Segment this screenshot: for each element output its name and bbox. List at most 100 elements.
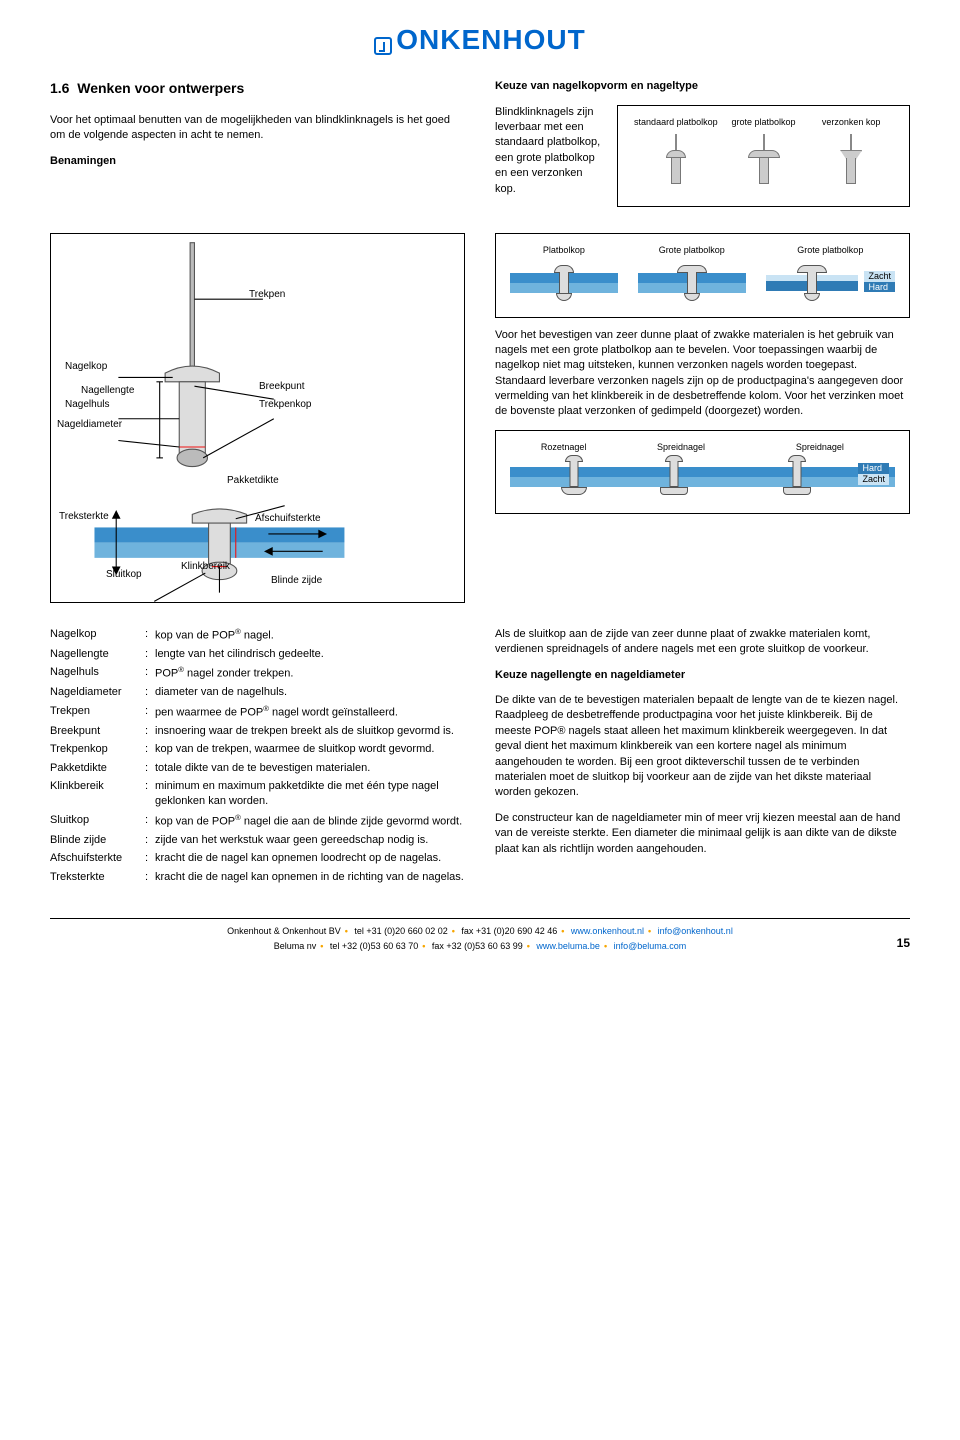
sub-heading-benamingen: Benamingen bbox=[50, 154, 465, 169]
pcell-spreid2: Spreidnagel bbox=[745, 441, 895, 454]
definition-desc: insnoering waar de trekpen breekt als de… bbox=[155, 724, 465, 739]
right-col-mid: Platbolkop Grote platbolkop Grote platbo… bbox=[495, 223, 910, 613]
footer-company-2: Beluma nv bbox=[274, 941, 317, 951]
lbl-breekpunt: Breekpunt bbox=[259, 380, 305, 394]
spread-hard: Hard bbox=[858, 463, 889, 474]
definition-row: Treksterkte:kracht die de nagel kan opne… bbox=[50, 870, 465, 885]
rivet-type-large: grote platbolkop bbox=[720, 116, 808, 190]
plate-platbolkop-icon bbox=[510, 263, 618, 307]
plate-grote2-icon bbox=[766, 263, 859, 307]
lbl-groteplatbolkop2: Grote platbolkop bbox=[766, 244, 895, 257]
legend-hard: Hard bbox=[864, 282, 895, 293]
definition-term: Nagelkop bbox=[50, 627, 145, 644]
rivet-type-countersunk: verzonken kop bbox=[807, 116, 895, 190]
definition-desc: totale dikte van de te bevestigen materi… bbox=[155, 761, 465, 776]
definition-row: Nageldiameter:diameter van de nagelhuls. bbox=[50, 685, 465, 700]
lbl-groteplatbolkop: Grote platbolkop bbox=[638, 244, 746, 257]
definition-sep: : bbox=[145, 742, 155, 757]
logo-text: ONKENHOUT bbox=[396, 24, 585, 55]
rivet-type-standard: standaard platbolkop bbox=[632, 116, 720, 190]
definition-desc: kracht die de nagel kan opnemen in de ri… bbox=[155, 870, 465, 885]
lbl-rozetnagel: Rozetnagel bbox=[510, 441, 617, 454]
definition-sep: : bbox=[145, 833, 155, 848]
anatomy-box: Trekpen Nagelkop Nagellengte Breekpunt N… bbox=[50, 233, 465, 603]
definition-row: Blinde zijde:zijde van het werkstuk waar… bbox=[50, 833, 465, 848]
definition-sep: : bbox=[145, 724, 155, 739]
lbl-klinkbereik: Klinkbereik bbox=[181, 560, 230, 574]
legend-zacht: Zacht bbox=[864, 271, 895, 282]
rivet-csk-icon bbox=[831, 134, 871, 189]
footer-link-www-1[interactable]: www.onkenhout.nl bbox=[571, 926, 644, 936]
definition-sep: : bbox=[145, 870, 155, 885]
lbl-blindezijde: Blinde zijde bbox=[271, 574, 322, 588]
definition-desc: POP® nagel zonder trekpen. bbox=[155, 665, 465, 682]
label-standard: standaard platbolkop bbox=[632, 116, 720, 129]
spread-legend: Hard Zacht bbox=[858, 463, 889, 485]
definition-sep: : bbox=[145, 704, 155, 721]
spread-box: Rozetnagel Spreidnagel Spreidnagel Hard … bbox=[495, 430, 910, 515]
definition-sep: : bbox=[145, 627, 155, 644]
definition-desc: kop van de POP® nagel. bbox=[155, 627, 465, 644]
definition-term: Trekpen bbox=[50, 704, 145, 721]
body-text-1: Voor het bevestigen van zeer dunne plaat… bbox=[495, 328, 910, 420]
definition-desc: minimum en maximum pakketdikte die met é… bbox=[155, 779, 465, 810]
definition-sep: : bbox=[145, 779, 155, 810]
definition-desc: kracht die de nagel kan opnemen loodrech… bbox=[155, 851, 465, 866]
right-para-4: De constructeur kan de nageldiameter min… bbox=[495, 811, 910, 857]
definition-term: Breekpunt bbox=[50, 724, 145, 739]
definition-term: Nageldiameter bbox=[50, 685, 145, 700]
footer-link-mail-2[interactable]: info@beluma.com bbox=[614, 941, 687, 951]
lbl-spreidnagel2: Spreidnagel bbox=[745, 441, 895, 454]
section-title-text: Wenken voor ontwerpers bbox=[77, 80, 244, 96]
rivet-large-icon bbox=[744, 134, 784, 189]
definition-row: Trekpenkop:kop van de trekpen, waarmee d… bbox=[50, 742, 465, 757]
lbl-afschuif: Afschuifsterkte bbox=[255, 512, 321, 526]
footer-tel-2: tel +32 (0)53 60 63 70 bbox=[330, 941, 418, 951]
definition-desc: kop van de POP® nagel die aan de blinde … bbox=[155, 813, 465, 830]
top-left: 1.6 Wenken voor ontwerpers Voor het opti… bbox=[50, 79, 465, 207]
definition-row: Nagellengte:lengte van het cilindrisch g… bbox=[50, 647, 465, 662]
definition-term: Blinde zijde bbox=[50, 833, 145, 848]
rivet-standard-icon bbox=[656, 134, 696, 189]
lbl-spreidnagel: Spreidnagel bbox=[627, 441, 734, 454]
definition-term: Afschuifsterkte bbox=[50, 851, 145, 866]
section-title: 1.6 Wenken voor ontwerpers bbox=[50, 79, 465, 99]
pcell-grote2: Grote platbolkop Zacht Hard bbox=[766, 244, 895, 307]
lbl-nagelhuls: Nagelhuls bbox=[65, 398, 109, 412]
definition-sep: : bbox=[145, 813, 155, 830]
footer-link-www-2[interactable]: www.beluma.be bbox=[536, 941, 600, 951]
definition-sep: : bbox=[145, 851, 155, 866]
definition-row: Breekpunt:insnoering waar de trekpen bre… bbox=[50, 724, 465, 739]
definition-term: Nagelhuls bbox=[50, 665, 145, 682]
definition-term: Sluitkop bbox=[50, 813, 145, 830]
pcell-rozet: Rozetnagel bbox=[510, 441, 617, 454]
pcell-grote: Grote platbolkop bbox=[638, 244, 746, 307]
head-choice-title: Keuze van nagelkopvorm en nageltype bbox=[495, 79, 910, 94]
definition-sep: : bbox=[145, 647, 155, 662]
definition-row: Trekpen:pen waarmee de POP® nagel wordt … bbox=[50, 704, 465, 721]
lbl-trekpen: Trekpen bbox=[249, 288, 285, 302]
lbl-platbolkop: Platbolkop bbox=[510, 244, 618, 257]
footer-fax-2: fax +32 (0)53 60 63 99 bbox=[432, 941, 523, 951]
footer-tel-1: tel +31 (0)20 660 02 02 bbox=[354, 926, 447, 936]
head-types-box: standaard platbolkop grote platbolkop ve… bbox=[617, 105, 910, 207]
second-row: Trekpen Nagelkop Nagellengte Breekpunt N… bbox=[50, 223, 910, 613]
right-heading-2: Keuze nagellengte en nageldiameter bbox=[495, 668, 910, 683]
lbl-nagelkop: Nagelkop bbox=[65, 360, 107, 374]
spread-zacht: Zacht bbox=[858, 474, 889, 485]
logo-header: ONKENHOUT bbox=[50, 20, 910, 59]
definition-row: Klinkbereik:minimum en maximum pakketdik… bbox=[50, 779, 465, 810]
top-right: Keuze van nagelkopvorm en nageltype Blin… bbox=[495, 79, 910, 207]
label-countersunk: verzonken kop bbox=[807, 116, 895, 129]
definition-term: Treksterkte bbox=[50, 870, 145, 885]
plate-grote-icon bbox=[638, 263, 746, 307]
definition-term: Klinkbereik bbox=[50, 779, 145, 810]
footer-line-2: Beluma nv• tel +32 (0)53 60 63 70• fax +… bbox=[50, 940, 910, 953]
right-para-2: Als de sluitkop aan de zijde van zeer du… bbox=[495, 627, 910, 658]
footer-fax-1: fax +31 (0)20 690 42 46 bbox=[461, 926, 557, 936]
definition-row: Nagelkop:kop van de POP® nagel. bbox=[50, 627, 465, 644]
definition-sep: : bbox=[145, 685, 155, 700]
logo-icon bbox=[374, 37, 392, 55]
footer-link-mail-1[interactable]: info@onkenhout.nl bbox=[658, 926, 733, 936]
spread-plate-icon: Hard Zacht bbox=[510, 453, 895, 503]
